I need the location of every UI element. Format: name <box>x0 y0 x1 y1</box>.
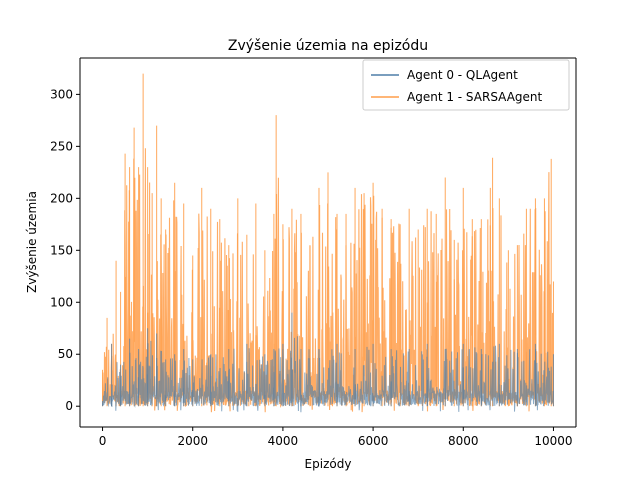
y-tick-label: 50 <box>58 347 73 361</box>
y-tick-label: 250 <box>50 139 73 153</box>
legend-label-agent0: Agent 0 - QLAgent <box>407 68 518 82</box>
y-tick-label: 150 <box>50 243 73 257</box>
chart-title: Zvýšenie územia na epizódu <box>228 38 428 54</box>
x-axis-label: Epizódy <box>305 457 352 471</box>
legend-box <box>362 59 570 111</box>
y-tick-label: 100 <box>50 295 73 309</box>
x-tick-label: 2000 <box>177 434 208 448</box>
x-tick-label: 4000 <box>268 434 299 448</box>
y-axis-label: Zvýšenie územia <box>25 191 39 293</box>
series-line-agent0 <box>102 336 554 413</box>
x-tick-label: 6000 <box>358 434 389 448</box>
legend-label-agent1: Agent 1 - SARSAAgent <box>407 90 543 104</box>
y-tick-label: 200 <box>50 191 73 205</box>
y-tick-label: 0 <box>65 399 73 413</box>
y-tick-label: 300 <box>50 87 73 101</box>
legend: Agent 0 - QLAgent Agent 1 - SARSAAgent <box>362 59 570 111</box>
x-tick-label: 10000 <box>534 434 572 448</box>
x-tick-label: 8000 <box>448 434 479 448</box>
plot-area: 0 2000 4000 6000 8000 10000 0 50 100 150 200 250 300 <box>50 57 577 448</box>
x-tick-label: 0 <box>99 434 107 448</box>
